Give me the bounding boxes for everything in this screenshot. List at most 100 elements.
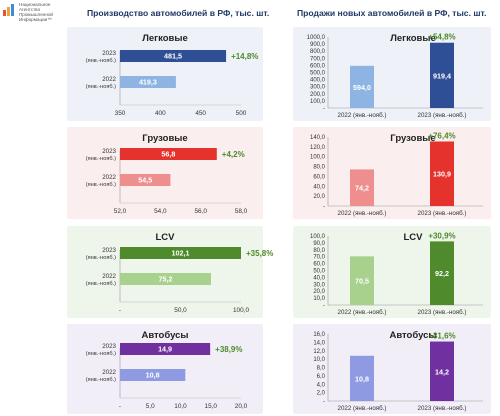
chart-title: Автобусы: [389, 330, 436, 341]
bar: [120, 247, 241, 259]
chart-title: Грузовые: [390, 133, 435, 144]
x-tick-label: 54,0: [154, 208, 167, 215]
category-label-period: (янв.-нояб.): [86, 281, 116, 287]
bar-value-label: 14,9: [158, 345, 172, 354]
y-tick-label: -: [323, 399, 325, 405]
bar-value-label: 74,2: [355, 184, 369, 193]
napi-logo: Национальное Агентство Промышленной Инфо…: [2, 2, 72, 24]
chart-title: LCV: [404, 232, 424, 243]
bar: [430, 241, 454, 305]
x-category-label: 2022 (янв.-нояб.): [338, 309, 387, 316]
category-label-year: 2022: [102, 76, 116, 83]
category-label-year: 2023: [102, 148, 116, 155]
y-tick-label: 1000,0: [307, 35, 326, 41]
x-tick-label: 350: [115, 110, 126, 117]
x-category-label: 2023 (янв.-нояб.): [418, 309, 467, 316]
logo-icon: [3, 4, 14, 16]
y-tick-label: 14,0: [313, 340, 325, 346]
sales-chart: - 20,0 40,0 60,0 80,0 100,0 120,0 140,0 Грузовые…: [310, 131, 483, 217]
production-chart-panel: Автобусы -5,0 10,0 15,0 20,0 2023 (янв.-нояб.)…: [67, 324, 263, 414]
x-tick-label: -: [119, 403, 121, 410]
sales-chart-panel: - 2,0 4,0 6,0 8,0 10,0 12,0 14,0 16,0 Автобусы 10,…: [293, 324, 491, 414]
production-chart: LCV- 50,0 100,02023(янв.-нояб.)102,12022(я…: [86, 232, 274, 314]
growth-label: +54,8%: [428, 33, 455, 42]
growth-label: +4,2%: [222, 150, 245, 159]
bar-value-label: 70,5: [355, 277, 369, 286]
bar: [120, 50, 227, 62]
bar-value-label: 594,0: [353, 83, 371, 92]
bar: [120, 273, 211, 285]
growth-label: +30,9%: [428, 231, 455, 240]
sales-chart: -10,020,030,040,050,060,070,080,090,0100…: [310, 231, 483, 316]
y-tick-label: 80,0: [313, 248, 325, 254]
chart-title: Грузовые: [142, 133, 187, 144]
x-tick-label: 10,0: [174, 403, 187, 410]
y-tick-label: 50,0: [313, 269, 325, 275]
chart-title: Легковые: [390, 33, 436, 44]
production-chart-panel: Грузовые 52,0 54,0 56,0 58,0 2023 (янв.-нояб.)…: [67, 127, 263, 219]
bar-value-label: 919,4: [433, 71, 451, 80]
right-column-title: Продажи новых автомобилей в РФ, тыс. шт.: [297, 8, 487, 18]
bar-value-label: 14,2: [435, 367, 449, 376]
y-tick-label: 400,0: [310, 78, 326, 84]
y-tick-label: 90,0: [313, 241, 325, 247]
y-tick-label: 200,0: [310, 92, 326, 98]
left-column-title: Производство автомобилей в РФ, тыс. шт.: [87, 8, 270, 18]
growth-label: +38,9%: [215, 345, 242, 354]
x-tick-label: 15,0: [205, 403, 218, 410]
bar: [430, 341, 454, 401]
bar-value-label: 75,2: [158, 275, 172, 284]
category-label-year: 2023: [102, 343, 116, 350]
x-tick-label: 450: [195, 110, 206, 117]
y-tick-label: 100,0: [310, 99, 326, 105]
bar: [350, 169, 374, 206]
x-tick-label: 50,0: [174, 307, 187, 314]
category-label-period: (янв.-нояб.): [86, 58, 116, 64]
sales-chart-panel: - 20,0 40,0 60,0 80,0 100,0 120,0 140,0 Грузовые…: [293, 127, 491, 219]
category-label-year: 2022: [102, 273, 116, 280]
y-tick-label: 100,0: [310, 234, 326, 240]
y-tick-label: 60,0: [313, 262, 325, 268]
production-chart-panel: LCV -50,0 100,0 2023 (янв.-нояб.) 102,1 2022 (я…: [67, 226, 274, 318]
category-label-year: 2023: [102, 50, 116, 57]
bar: [430, 141, 454, 206]
x-category-label: 2022 (янв.-нояб.): [338, 210, 387, 217]
bar: [430, 42, 454, 109]
bar: [120, 148, 217, 160]
category-label-period: (янв.-нояб.): [86, 255, 116, 261]
production-chart-panel: Легковые 350 400 450 500 2023 (янв.-нояб.) 481,…: [67, 27, 263, 121]
x-category-label: 2022 (янв.-нояб.): [338, 112, 387, 119]
chart-title: Легковые: [142, 33, 188, 44]
chart-title: Автобусы: [141, 330, 188, 341]
growth-label: +31,6%: [428, 332, 455, 341]
category-label-period: (янв.-нояб.): [86, 182, 116, 188]
y-tick-label: 2,0: [317, 391, 326, 397]
y-tick-label: 800,0: [310, 49, 326, 55]
y-tick-label: 60,0: [313, 174, 325, 180]
y-tick-label: 120,0: [310, 145, 326, 151]
category-label-period: (янв.-нояб.): [86, 377, 116, 383]
y-tick-label: 40,0: [313, 275, 325, 281]
y-tick-label: 140,0: [310, 135, 326, 141]
x-tick-label: -: [119, 307, 121, 314]
category-label-period: (янв.-нояб.): [86, 156, 116, 162]
bar-value-label: 419,3: [139, 78, 157, 87]
category-label-period: (янв.-нояб.): [86, 351, 116, 357]
bar-value-label: 10,8: [355, 374, 369, 383]
bar: [120, 343, 211, 355]
y-tick-label: 700,0: [310, 56, 326, 62]
y-tick-label: 10,0: [313, 296, 325, 302]
x-tick-label: 500: [236, 110, 247, 117]
growth-label: +76,4%: [428, 131, 455, 140]
y-tick-label: 300,0: [310, 85, 326, 91]
sales-chart-panel: -100,0 200,0 300,0 400,0 500,0 600,0 700,0 800,…: [293, 27, 491, 121]
x-category-label: 2023 (янв.-нояб.): [418, 405, 467, 412]
y-tick-label: 20,0: [313, 194, 325, 200]
growth-label: +14,8%: [231, 52, 258, 61]
sales-chart: - 2,0 4,0 6,0 8,0 10,0 12,0 14,0 16,0 Автобусы 10,…: [313, 330, 483, 412]
bar: [120, 174, 171, 186]
chart-title: LCV: [156, 232, 176, 243]
